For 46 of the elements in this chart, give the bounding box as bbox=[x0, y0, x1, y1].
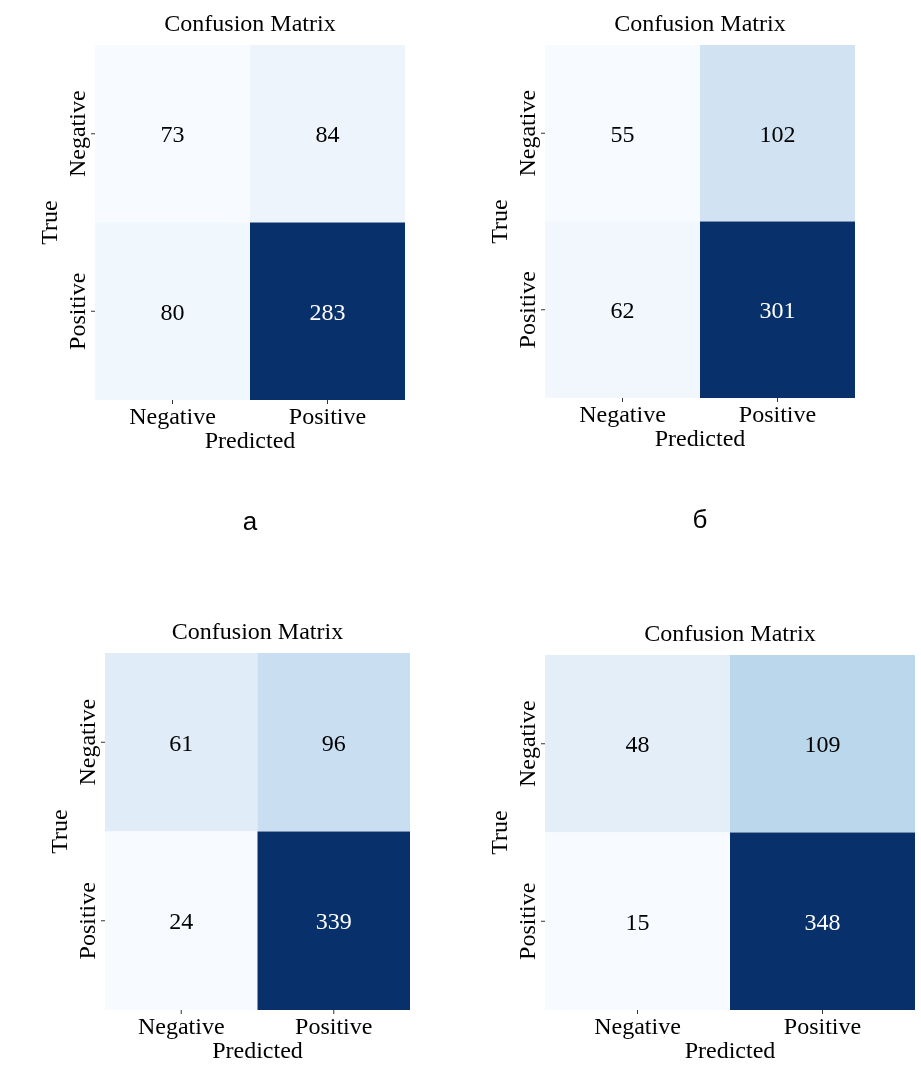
y-axis-title: True bbox=[486, 810, 512, 855]
text: б bbox=[692, 504, 708, 534]
x-tick-label: Negative bbox=[129, 403, 216, 429]
x-tick-label: Positive bbox=[738, 401, 817, 427]
data-label: 84 bbox=[315, 121, 340, 148]
x-tick-label: Negative bbox=[594, 1013, 681, 1039]
chart-title: Confusion Matrix bbox=[164, 10, 336, 36]
x-axis-title: Predicted bbox=[654, 425, 746, 451]
y-tick-label: Positive bbox=[514, 271, 540, 349]
data-label: 102 bbox=[759, 120, 796, 147]
chart-title: Confusion Matrix bbox=[614, 10, 786, 36]
chart-title: Confusion Matrix bbox=[171, 618, 344, 644]
data-label: 348 bbox=[804, 908, 841, 935]
data-label: 73 bbox=[160, 121, 185, 148]
y-tick-label: Positive bbox=[74, 882, 100, 960]
x-tick-label: Negative bbox=[137, 1013, 225, 1039]
x-tick-label: Positive bbox=[288, 403, 367, 429]
data-label: 96 bbox=[321, 729, 346, 756]
text: а bbox=[242, 506, 258, 536]
data-label: 15 bbox=[625, 908, 650, 935]
data-label: 80 bbox=[160, 298, 185, 325]
y-tick-label: Negative bbox=[514, 700, 540, 788]
data-label: 109 bbox=[804, 731, 841, 758]
y-axis-title: True bbox=[36, 200, 62, 245]
data-label: 48 bbox=[625, 731, 650, 758]
x-axis-title: Predicted bbox=[684, 1037, 776, 1063]
x-axis-title: Predicted bbox=[204, 427, 296, 453]
y-tick-label: Negative bbox=[74, 698, 100, 786]
x-tick-label: Negative bbox=[579, 401, 666, 427]
y-axis-title: True bbox=[486, 199, 512, 244]
x-tick-label: Positive bbox=[783, 1013, 862, 1039]
chart-title: Confusion Matrix bbox=[644, 620, 816, 646]
data-label: 301 bbox=[759, 297, 796, 324]
data-label: 283 bbox=[309, 298, 346, 325]
y-tick-label: Negative bbox=[514, 89, 540, 177]
data-label: 62 bbox=[610, 297, 635, 324]
x-axis-title: Predicted bbox=[212, 1037, 303, 1063]
y-tick-label: Positive bbox=[514, 882, 540, 960]
data-label: 339 bbox=[315, 908, 352, 935]
y-axis-title: True bbox=[46, 809, 72, 854]
data-label: 24 bbox=[169, 908, 194, 935]
data-label: 55 bbox=[610, 120, 635, 147]
data-label: 61 bbox=[169, 729, 194, 756]
y-tick-label: Positive bbox=[64, 272, 90, 350]
x-tick-label: Positive bbox=[295, 1013, 373, 1039]
y-tick-label: Negative bbox=[64, 90, 90, 178]
